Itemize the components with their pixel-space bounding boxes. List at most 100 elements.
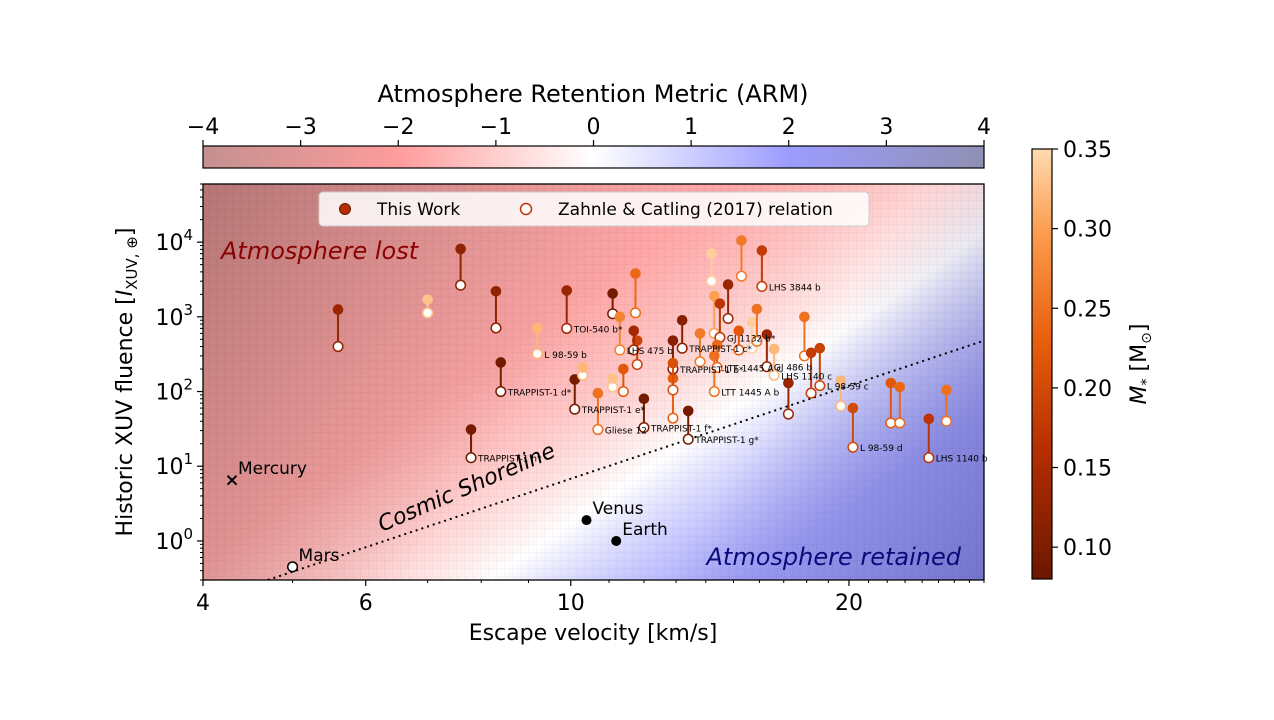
zahnle-point [332, 341, 344, 353]
legend-zahnle-marker [519, 202, 533, 216]
planet-label: TRAPPIST-1 d* [507, 389, 572, 399]
planet-label: L 98-59 c [827, 383, 869, 393]
this-work-point [561, 285, 573, 296]
this-work-point [490, 285, 502, 297]
x-tick-label: 4 [196, 591, 210, 616]
zahnle-point [465, 452, 477, 464]
this-work-point [835, 375, 847, 386]
y-tick-label: 103 [155, 301, 193, 331]
arm-tick-label: 1 [684, 115, 698, 140]
solar-marker [226, 475, 238, 486]
planet-label: L 98-59 d [860, 444, 903, 454]
this-work-point [799, 311, 810, 323]
zahnle-point [768, 369, 780, 381]
zahnle-point [711, 361, 723, 374]
zahnle-point [894, 417, 906, 429]
planet-label: TRAPPIST-1 h* [477, 455, 542, 465]
x-tick-label: 20 [835, 591, 863, 616]
this-work-point [465, 424, 477, 435]
y-tick-label: 100 [155, 525, 193, 555]
zahnle-point [495, 385, 507, 398]
this-work-point [746, 316, 758, 328]
mass-tick-label: 0.10 [1063, 536, 1112, 561]
this-work-point [714, 298, 726, 309]
planet-labels: TRAPPIST-1 h* TRAPPIST-1 d* L 98-59 b TOI-5… [477, 283, 988, 464]
this-work-point [614, 311, 626, 323]
this-work-point [592, 387, 604, 399]
mass-colorbar-label: M* [M⊙] [1127, 324, 1155, 405]
arm-colorbar-ticks: −4 −3 −2 −1 0 1 2 3 4 [187, 115, 991, 146]
zahnle-point [835, 400, 847, 412]
planet-label: TRAPPIST-1 c* [688, 345, 752, 355]
solar-marker [611, 535, 622, 546]
zahnle-point [761, 361, 773, 373]
arm-tick-label: −1 [480, 115, 512, 140]
zahnle-point [422, 307, 434, 319]
this-work-point [736, 235, 747, 246]
planet-series [332, 235, 953, 464]
this-work-point [638, 393, 650, 405]
arm-tick-label: 0 [587, 115, 601, 140]
planet-label: LHS 3844 b [769, 283, 821, 293]
this-work-point [577, 362, 588, 373]
zahnle-point [923, 452, 935, 464]
arm-colorbar-title: Atmosphere Retention Metric (ARM) [377, 80, 808, 108]
zahnle-point [531, 348, 543, 360]
y-tick-label: 102 [155, 376, 193, 406]
solar-label: Mars [299, 546, 340, 566]
this-work-point [805, 347, 817, 359]
zahnle-point [592, 423, 604, 436]
solar-label: Venus [592, 499, 643, 519]
planet-label: LTT 1445 A b [721, 389, 779, 399]
zahnle-point [667, 384, 679, 396]
zahnle-point [751, 335, 763, 347]
planet-label: TRAPPIST-1 f* [650, 425, 712, 435]
zahnle-point [490, 322, 502, 334]
this-work-point [814, 342, 826, 354]
this-work-point [495, 357, 507, 368]
this-work-point [531, 323, 543, 334]
planet-label: LTT 1445 A c [724, 364, 781, 374]
planet-label: GJ 486 b [774, 364, 813, 374]
zahnle-point [617, 385, 629, 398]
arm-tick-label: −2 [382, 115, 414, 140]
zahnle-point [705, 275, 718, 287]
zahnle-point [628, 344, 640, 356]
zahnle-point [682, 433, 694, 445]
zahnle-point [561, 322, 573, 334]
zahnle-point [569, 403, 581, 415]
mass-tick-label: 0.20 [1063, 377, 1112, 402]
x-axis-label: Escape velocity [km/s] [469, 621, 718, 646]
zahnle-point [940, 415, 953, 427]
this-work-point [694, 328, 706, 339]
zahnle-point [631, 358, 643, 371]
atmosphere-retained-label: Atmosphere retained [705, 543, 962, 571]
mass-tick-label: 0.25 [1063, 297, 1112, 322]
arm-tick-label: 4 [977, 115, 991, 140]
zahnle-point [455, 279, 467, 291]
zahnle-point [814, 380, 826, 392]
planet-label: L 98-59 b [544, 351, 587, 361]
zahnle-point [733, 344, 745, 356]
this-work-point [756, 245, 768, 256]
y-tick-label: 104 [155, 226, 193, 256]
zahnle-point [756, 280, 768, 293]
this-work-point [709, 290, 720, 302]
plot-frame [202, 183, 985, 581]
this-work-point [722, 279, 734, 290]
arm-colorbar [202, 145, 985, 169]
x-axis-ticks: 4 6 10 20 [196, 580, 985, 616]
this-work-point [706, 248, 717, 260]
x-tick-label: 6 [359, 591, 373, 616]
solar-marker [581, 515, 592, 526]
this-work-point [711, 339, 723, 351]
this-work-point [894, 381, 906, 393]
legend: This Work Zahnle & Catling (2017) relati… [318, 191, 870, 227]
solar-label: Mercury [238, 459, 307, 479]
this-work-point [768, 343, 780, 355]
this-work-point [667, 335, 679, 346]
planet-label: LHS 475 b [627, 347, 673, 357]
planet-label: LHS 1140 c [781, 372, 832, 382]
mass-tick-label: 0.15 [1063, 457, 1112, 482]
